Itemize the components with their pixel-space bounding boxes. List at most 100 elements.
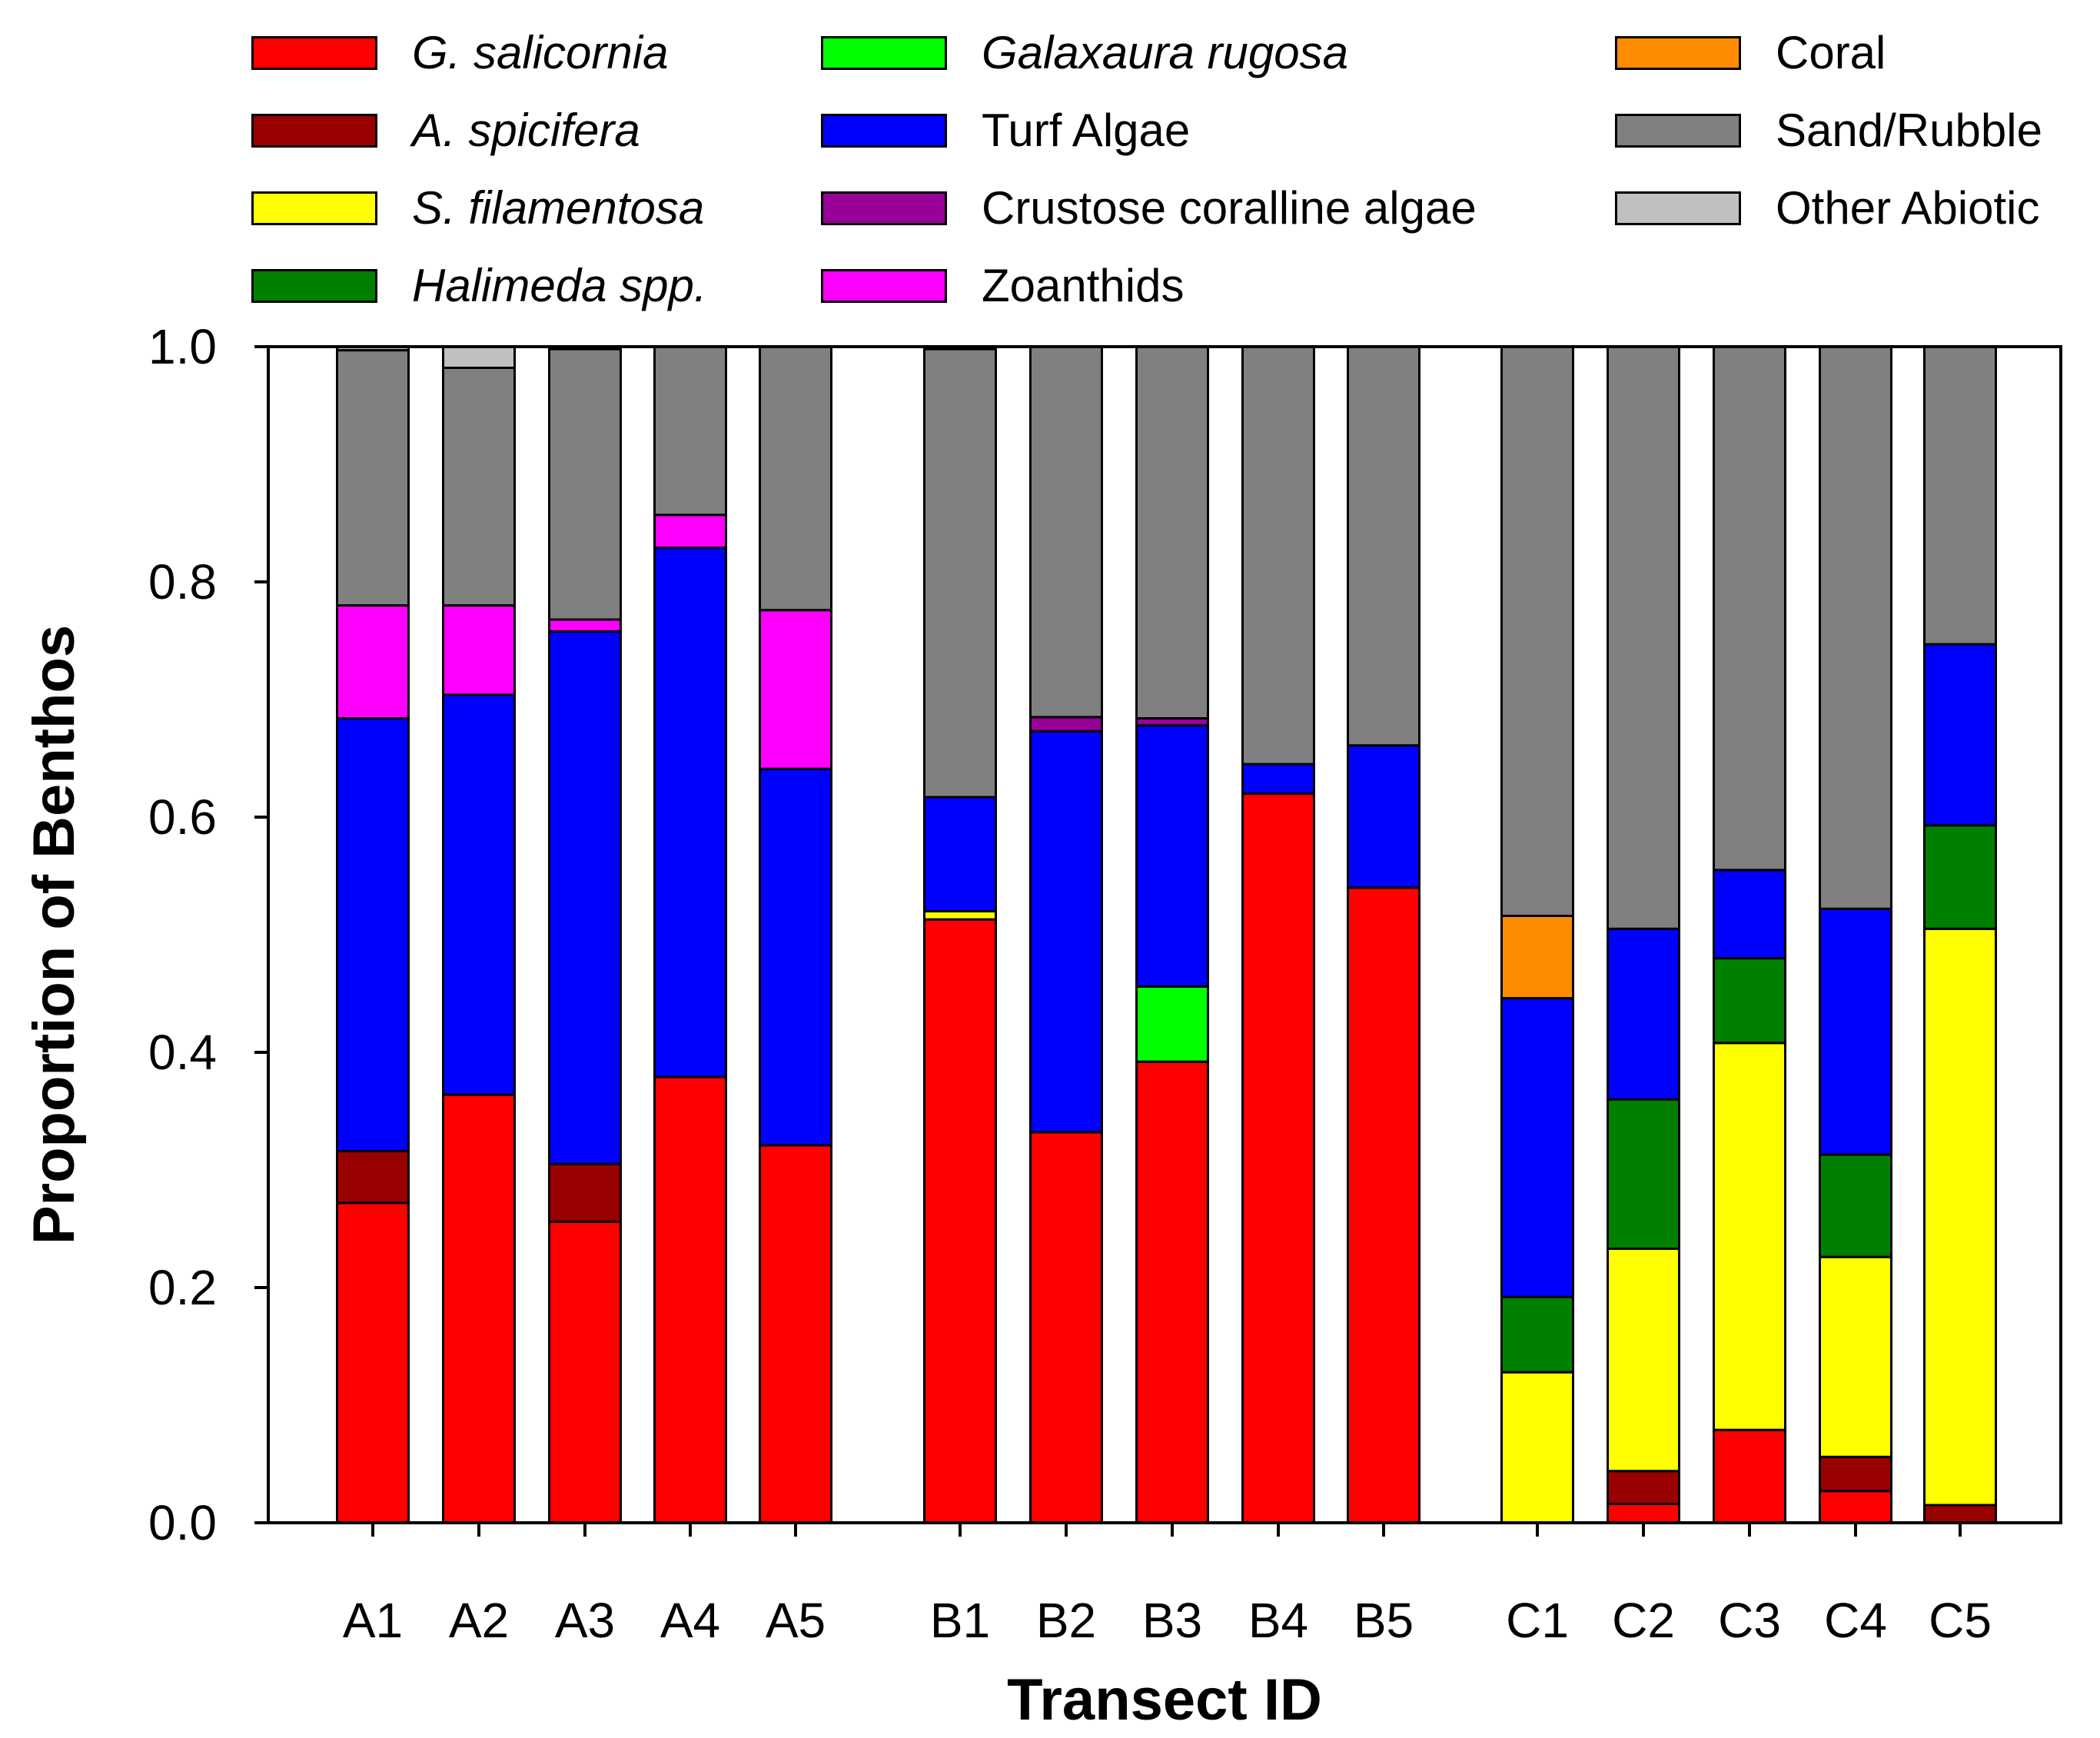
x-tick-label-b5: B5 <box>1354 1593 1414 1648</box>
bar-segment-b1-9 <box>923 347 997 799</box>
bar-segment-b5-0 <box>1347 886 1420 1524</box>
legend-item-coral: Coral <box>1615 14 2042 91</box>
legend-swatch <box>821 191 947 225</box>
legend-swatch <box>821 268 947 303</box>
legend-item-a-spicifera: A. spicifera <box>251 91 707 169</box>
bar-segment-c5-2 <box>1923 927 1997 1507</box>
bar-segment-c5-5 <box>1923 643 1997 827</box>
bar-segment-a3-7 <box>548 618 622 633</box>
legend-item-g-salicornia: G. salicornia <box>251 14 707 91</box>
legend-item-galaxaura-rugosa: Galaxaura rugosa <box>821 14 1477 91</box>
bar-segment-c1-2 <box>1500 1371 1574 1524</box>
bar-segment-a4-0 <box>653 1075 727 1524</box>
legend-swatch <box>1615 35 1741 70</box>
x-tick-label-c2: C2 <box>1612 1593 1675 1648</box>
legend-label: Halimeda spp. <box>412 260 707 311</box>
y-axis-title: Proportion of Benthos <box>22 625 87 1245</box>
bar-segment-b4-9 <box>1241 345 1315 766</box>
bar-segment-c2-3 <box>1607 1098 1680 1250</box>
x-tick-label-a2: A2 <box>449 1593 509 1648</box>
x-tick-label-c5: C5 <box>1929 1593 1992 1648</box>
legend-item-turf-algae: Turf Algae <box>821 91 1477 169</box>
bar-segment-a2-7 <box>442 604 516 696</box>
legend-label: Other Abiotic <box>1776 182 2040 234</box>
bar-segment-a1-5 <box>336 717 410 1152</box>
bar-segment-c1-3 <box>1500 1295 1574 1374</box>
bar-segment-c4-3 <box>1819 1153 1892 1258</box>
legend-swatch <box>1615 191 1741 225</box>
legend-column-2: Galaxaura rugosa Turf Algae Crustose cor… <box>821 14 1477 324</box>
bar-segment-c1-5 <box>1500 997 1574 1298</box>
bars-layer <box>336 345 1997 1524</box>
legend-label: Sand/Rubble <box>1776 105 2042 156</box>
bar-segment-b5-5 <box>1347 744 1420 889</box>
bar-segment-a1-1 <box>336 1150 410 1205</box>
legend-swatch <box>251 268 377 303</box>
y-tick-label: 1.0 <box>148 319 217 374</box>
bar-segment-c4-0 <box>1819 1490 1892 1524</box>
legend-item-crustose-coralline-algae: Crustose coralline algae <box>821 169 1477 247</box>
x-axis: A1 A2 A3 A4 A5 B1 B2 B3 B4 B5 C1 C2 C3 C4 C5 <box>343 1523 1992 1648</box>
x-tick-label-c1: C1 <box>1506 1593 1569 1648</box>
bar-segment-c4-5 <box>1819 907 1892 1156</box>
legend-swatch <box>821 35 947 70</box>
bar-segment-c4-2 <box>1819 1255 1892 1458</box>
bar-segment-b3-4 <box>1135 985 1209 1063</box>
y-tick-label: 0.6 <box>148 789 217 845</box>
legend-label: G. salicornia <box>412 27 669 78</box>
x-tick-label-b3: B3 <box>1142 1593 1202 1648</box>
x-tick-label-c3: C3 <box>1718 1593 1781 1648</box>
x-tick-label-a1: A1 <box>343 1593 403 1648</box>
bar-segment-a1-9 <box>336 349 410 607</box>
x-tick-label-a4: A4 <box>660 1593 720 1648</box>
legend-swatch <box>251 191 377 225</box>
bar-segment-c5-9 <box>1923 345 1997 646</box>
bar-segment-b2-6 <box>1029 716 1103 733</box>
bar-segment-a4-7 <box>653 513 727 550</box>
legend-label: Turf Algae <box>982 105 1191 156</box>
bar-segment-b1-2 <box>923 909 997 921</box>
legend-label: Zoanthids <box>982 260 1185 311</box>
bar-segment-c3-0 <box>1713 1428 1786 1524</box>
bar-segment-c4-1 <box>1819 1455 1892 1493</box>
x-axis-title: Transect ID <box>1007 1667 1322 1733</box>
bar-segment-a4-9 <box>653 345 727 517</box>
bar-segment-a1-0 <box>336 1201 410 1524</box>
bar-segment-b5-9 <box>1347 345 1420 747</box>
bar-segment-b1-5 <box>923 796 997 912</box>
bar-segment-a4-5 <box>653 547 727 1078</box>
bar-segment-c2-2 <box>1607 1248 1680 1473</box>
bar-segment-a3-1 <box>548 1162 622 1223</box>
bar-segment-b3-5 <box>1135 724 1209 988</box>
legend-label: Coral <box>1776 27 1886 78</box>
legend-item-other-abiotic: Other Abiotic <box>1615 169 2042 247</box>
plot-frame <box>267 345 2062 1524</box>
y-axis: 0.0 0.2 0.4 0.6 0.8 1.0 <box>148 319 268 1550</box>
bar-segment-c5-1 <box>1923 1504 1997 1524</box>
x-tick-label-a3: A3 <box>555 1593 615 1648</box>
bar-segment-a2-10 <box>442 345 516 369</box>
bar-segment-c2-0 <box>1607 1503 1680 1524</box>
legend-label: A. spicifera <box>412 105 640 156</box>
legend-label: Galaxaura rugosa <box>982 27 1348 78</box>
legend-swatch <box>821 113 947 148</box>
bar-segment-a1-7 <box>336 604 410 719</box>
legend-column-3: Coral Sand/Rubble Other Abiotic <box>1615 14 2042 247</box>
x-tick-label-b2: B2 <box>1036 1593 1096 1648</box>
legend: G. salicornia A. spicifera S. filamentos… <box>0 14 2100 311</box>
legend-item-zoanthids: Zoanthids <box>821 247 1477 324</box>
bar-segment-b4-5 <box>1241 763 1315 795</box>
x-tick-label-b4: B4 <box>1248 1593 1308 1648</box>
bar-segment-b2-5 <box>1029 729 1103 1134</box>
legend-swatch <box>251 113 377 148</box>
bar-segment-a2-5 <box>442 693 516 1096</box>
bar-segment-b3-9 <box>1135 345 1209 719</box>
legend-item-sand-rubble: Sand/Rubble <box>1615 91 2042 169</box>
bar-segment-c3-9 <box>1713 345 1786 872</box>
legend-label: Crustose coralline algae <box>982 182 1477 234</box>
bar-segment-a5-5 <box>759 767 832 1147</box>
y-tick-label: 0.0 <box>148 1495 217 1550</box>
x-tick-label-b1: B1 <box>930 1593 990 1648</box>
y-tick-label: 0.8 <box>148 554 217 610</box>
